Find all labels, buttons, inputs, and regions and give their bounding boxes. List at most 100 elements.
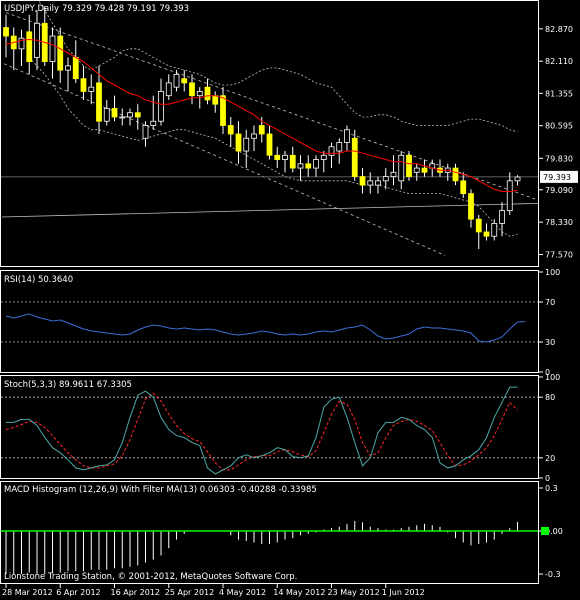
candle [367, 172, 374, 194]
bear-candle-body [359, 176, 366, 186]
rsi-axis-label: 100 [545, 268, 560, 277]
x-axis-label: 6 Apr 2012 [56, 588, 100, 597]
candle [413, 163, 420, 181]
last-price-label-bg [540, 170, 578, 183]
bear-candle-body [111, 108, 118, 118]
bear-candle-body [220, 95, 226, 126]
candle [251, 125, 257, 152]
candle [127, 108, 133, 126]
bull-candle-body [150, 120, 157, 126]
rsi-axis-label: 30 [545, 338, 555, 347]
macd-axis-label: 0.3 [545, 484, 558, 493]
stoch-signal-line [5, 392, 518, 471]
candle [41, 6, 48, 66]
ohlc-readout: 79.329 79.428 79.191 79.393 [62, 4, 189, 14]
candle [336, 138, 343, 164]
x-axis-label: 14 May 2012 [273, 588, 325, 597]
bull-candle-body [103, 108, 110, 122]
stoch-axis-label: 80 [545, 393, 555, 402]
panel-frames [0, 0, 539, 584]
stoch-title: Stoch(5,3,3) 89.9611 67.3305 [4, 380, 132, 390]
candle [57, 27, 64, 83]
price-axis-label: 81.355 [545, 89, 573, 98]
candle [359, 168, 366, 194]
candle [150, 95, 157, 130]
channel-lower-line [3, 63, 446, 256]
bear-candle-body [460, 180, 467, 195]
stoch-panel[interactable] [1, 386, 538, 475]
bear-candle-body [235, 133, 242, 152]
bear-candle-body [72, 56, 79, 80]
bear-candle-body [274, 154, 281, 160]
bull-candle-body [165, 82, 172, 97]
bull-candle-body [196, 91, 203, 97]
candle [375, 176, 381, 194]
macd-panel[interactable] [1, 520, 538, 574]
candle [282, 151, 288, 173]
candle [96, 65, 102, 134]
candle [80, 65, 87, 100]
bull-candle-body [127, 112, 133, 118]
rsi-line [5, 313, 526, 343]
candle [189, 74, 195, 105]
bull-candle-body [282, 154, 288, 160]
candle [390, 155, 397, 186]
stoch-panel-frame [0, 375, 539, 479]
macd-axis-label: 0.00 [545, 527, 563, 536]
bear-candle-body [181, 78, 188, 84]
candle [398, 151, 405, 190]
candle [514, 175, 521, 186]
rsi-panel[interactable] [1, 301, 538, 343]
candle [119, 108, 126, 126]
candle [3, 14, 9, 58]
candle [460, 172, 467, 198]
rsi-axis-label: 70 [545, 298, 555, 307]
bear-candle-body [421, 167, 428, 173]
candle [475, 214, 482, 249]
bull-candle-body [367, 180, 374, 186]
x-axis-label: 28 Mar 2012 [2, 588, 53, 597]
candle [305, 155, 312, 177]
candle [181, 70, 188, 92]
candle [421, 159, 428, 177]
candle [158, 78, 164, 126]
envelope-lower [29, 57, 518, 237]
bear-candle-body [96, 82, 102, 122]
moving-average-line [5, 38, 518, 192]
macd-filter-marker [541, 527, 549, 535]
candle [173, 70, 180, 92]
candle [220, 87, 226, 134]
bear-candle-body [204, 86, 211, 101]
candle [437, 159, 443, 177]
candle [491, 219, 498, 241]
bear-candle-body [57, 35, 64, 71]
candle [142, 121, 149, 147]
candle [18, 29, 25, 66]
bull-candle-body [413, 167, 420, 173]
candle [134, 104, 141, 130]
candle [506, 172, 513, 215]
last-price-label: 79.393 [543, 173, 571, 182]
bull-candle-body [119, 116, 126, 119]
candle [26, 14, 33, 75]
x-axis-label: 25 Apr 2012 [165, 588, 214, 597]
rsi-axis-label: 0 [545, 368, 550, 377]
candle [88, 74, 95, 105]
bull-candle-body [142, 125, 149, 139]
candle [49, 27, 56, 79]
price-panel[interactable] [1, 0, 539, 256]
candle [204, 78, 211, 105]
candle [344, 125, 350, 152]
bear-candle-body [475, 218, 482, 233]
stoch-axis-label: 100 [545, 373, 560, 382]
candle [274, 146, 281, 169]
price-axis-label: 80.595 [545, 122, 573, 131]
candle [406, 151, 412, 181]
bear-candle-body [212, 95, 219, 105]
rsi-title: RSI(14) 50.3640 [4, 275, 73, 285]
candle [165, 74, 172, 100]
candle [382, 168, 389, 190]
bear-candle-body [266, 133, 273, 156]
macd-title: MACD Histogram (12,26,9) With Filter MA(… [4, 485, 317, 495]
